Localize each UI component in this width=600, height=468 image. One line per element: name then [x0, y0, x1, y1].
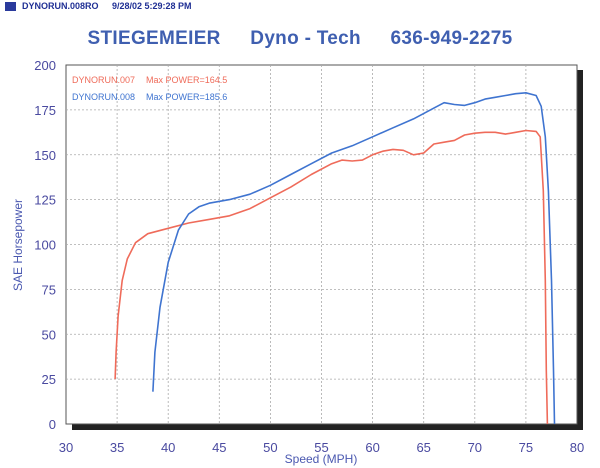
- legend: DYNORUN.007 Max POWER=164.5 DYNORUN.008 Max…: [72, 75, 227, 102]
- x-tick-label: 60: [365, 440, 379, 455]
- x-tick-label: 80: [570, 440, 584, 455]
- plot-shadow-bottom: [72, 424, 583, 430]
- y-tick-label: 175: [34, 103, 56, 118]
- y-axis-label: SAE Horsepower: [11, 199, 25, 291]
- report-header: DYNORUN.008RO 9/28/02 5:29:28 PM: [0, 0, 600, 14]
- legend-max-power-1: Max POWER=164.5: [146, 75, 227, 85]
- legend-run-name-1: DYNORUN.007: [72, 75, 135, 85]
- y-tick-label: 200: [34, 58, 56, 73]
- x-tick-label: 50: [263, 440, 277, 455]
- x-tick-label: 30: [59, 440, 73, 455]
- run-file-name: DYNORUN.008RO: [22, 1, 99, 11]
- y-tick-label: 0: [49, 417, 56, 432]
- x-axis-label: Speed (MPH): [285, 452, 358, 466]
- run-timestamp: 9/28/02 5:29:28 PM: [112, 1, 192, 11]
- title-company: STIEGEMEIER: [87, 28, 221, 49]
- legend-run-name-2: DYNORUN.008: [72, 92, 135, 102]
- title-phone: 636-949-2275: [390, 28, 513, 49]
- title-shop: Dyno - Tech: [250, 28, 361, 49]
- series-line-1: [114, 129, 549, 425]
- y-axis-ticks: 0 25 50 75 100 125 150 175 200: [34, 58, 56, 432]
- x-tick-label: 75: [519, 440, 533, 455]
- y-tick-label: 150: [34, 148, 56, 163]
- y-tick-label: 50: [42, 327, 56, 342]
- y-tick-label: 75: [42, 282, 56, 297]
- x-tick-label: 40: [161, 440, 175, 455]
- plot-shadow-right: [577, 70, 583, 430]
- y-tick-label: 100: [34, 238, 56, 253]
- grid-lines: [66, 65, 577, 424]
- y-tick-label: 125: [34, 193, 56, 208]
- x-tick-label: 70: [468, 440, 482, 455]
- x-tick-label: 45: [212, 440, 226, 455]
- chart-title: STIEGEMEIER Dyno - Tech 636-949-2275: [0, 28, 600, 50]
- x-tick-label: 65: [416, 440, 430, 455]
- x-tick-label: 35: [110, 440, 124, 455]
- x-axis-ticks: 30 35 40 45 50 55 60 65 70 75 80: [59, 440, 584, 455]
- legend-max-power-2: Max POWER=185.6: [146, 92, 227, 102]
- series-lines: [114, 92, 556, 425]
- y-tick-label: 25: [42, 372, 56, 387]
- header-marker: [5, 2, 16, 11]
- series-line-2: [152, 92, 556, 425]
- x-tick-label: 55: [314, 440, 328, 455]
